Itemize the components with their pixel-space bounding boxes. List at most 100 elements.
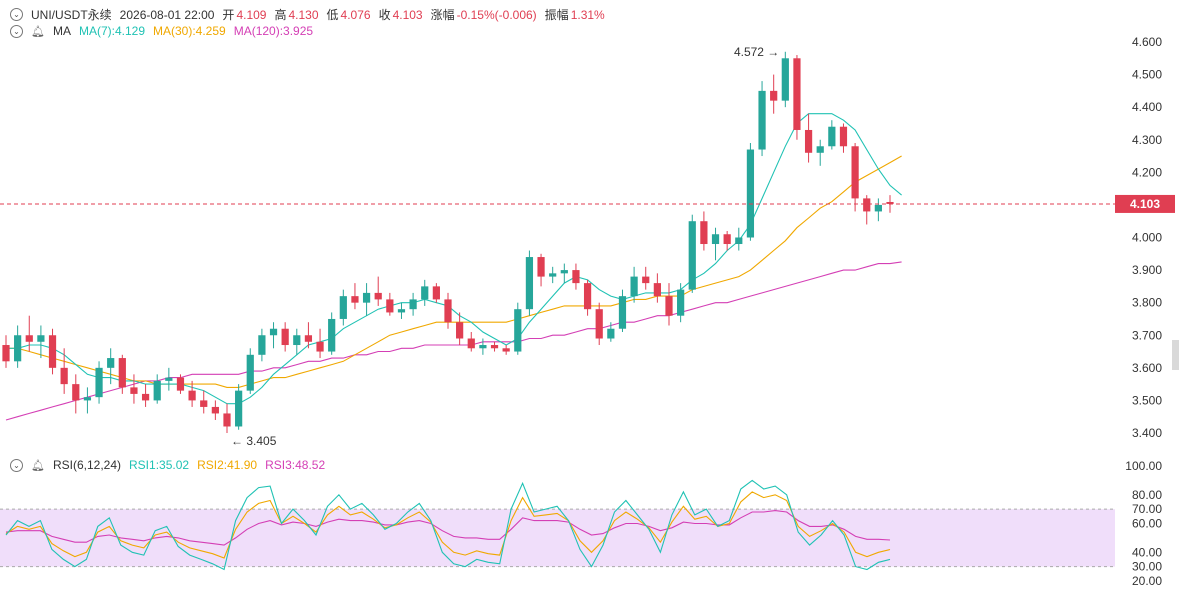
candle-body <box>223 413 231 427</box>
candle-body <box>444 299 452 323</box>
rsi-tick-label: 80.00 <box>1132 488 1162 502</box>
rsi-tick-label: 100.00 <box>1125 459 1162 473</box>
current-price-label: 4.103 <box>1130 197 1160 211</box>
symbol-label: UNI/USDT永续 <box>31 8 112 22</box>
ma7-value: MA(7):4.129 <box>78 24 145 38</box>
rsi3-value: RSI3:48.52 <box>265 458 326 472</box>
candle-body <box>642 276 650 284</box>
candle-body <box>60 367 68 385</box>
ma120-value: MA(120):3.925 <box>233 24 314 38</box>
candle-body <box>351 296 359 303</box>
candle-body <box>804 129 813 153</box>
panel-resize-handle[interactable] <box>1172 340 1179 370</box>
rsi1-line <box>5 479 891 571</box>
candle-body <box>456 322 464 339</box>
rsi-label[interactable]: RSI(6,12,24) <box>52 458 122 472</box>
chevron-down-icon[interactable]: ⌄ <box>10 458 23 472</box>
rsi-lines <box>5 479 891 571</box>
chevron-down-icon[interactable]: ⌄ <box>10 8 23 21</box>
candle-body <box>316 341 324 352</box>
candle-body <box>711 234 720 245</box>
rsi-tick-label: 20.00 <box>1132 574 1162 588</box>
rsi-legend: ⌄ 🔔︎ RSI(6,12,24) RSI1:35.02 RSI2:41.90 … <box>10 458 333 472</box>
amplitude-value: 1.31% <box>570 7 605 22</box>
candle-body <box>269 328 278 336</box>
open-value: 4.109 <box>236 7 267 22</box>
candle-body <box>374 292 382 300</box>
candle-body <box>607 328 615 339</box>
candle-body <box>293 335 301 346</box>
price-axis: 4.6004.5004.4004.3004.2004.1004.0003.900… <box>1132 35 1162 440</box>
ma30-line <box>6 155 902 388</box>
candle-body <box>595 309 603 339</box>
min-price-annotation: ← 3.405 <box>231 434 277 448</box>
candle-body <box>863 198 871 212</box>
high-value: 4.130 <box>288 7 319 22</box>
candle-body <box>770 90 778 101</box>
candle-body <box>409 299 417 310</box>
close-value: 4.103 <box>392 7 423 22</box>
candle-body <box>25 335 33 342</box>
ma-legend: ⌄ 🔔︎ MA MA(7):4.129 MA(30):4.259 MA(120)… <box>10 24 321 38</box>
candle-body <box>758 90 766 150</box>
rsi3-line <box>5 510 891 546</box>
overlays: 4.103 4.572 → ← 3.405 <box>0 45 1175 448</box>
candle-body <box>735 237 743 245</box>
rsi1-value: RSI1:35.02 <box>129 458 190 472</box>
candle-body <box>851 146 859 199</box>
candle-body <box>816 146 824 153</box>
candle-body <box>118 358 126 388</box>
candle-body <box>130 387 138 394</box>
candle-body <box>490 345 499 349</box>
candle-body <box>618 296 627 329</box>
price-tick-label: 4.200 <box>1132 165 1162 179</box>
price-tick-label: 4.300 <box>1132 133 1162 147</box>
ma7-line <box>6 113 902 405</box>
candle-body <box>107 358 115 368</box>
candle-body <box>630 276 638 297</box>
price-tick-label: 4.400 <box>1132 100 1162 114</box>
rsi-tick-label: 40.00 <box>1132 545 1162 559</box>
candle-body <box>746 149 755 238</box>
rsi-band-fill <box>0 509 1115 567</box>
price-tick-label: 3.600 <box>1132 361 1162 375</box>
bell-icon[interactable]: 🔔︎ <box>31 25 45 38</box>
candle-body <box>2 345 10 362</box>
rsi2-value: RSI2:41.90 <box>197 458 258 472</box>
price-tick-label: 4.000 <box>1132 231 1162 245</box>
open-label: 开 <box>222 8 235 22</box>
candle-body <box>467 338 475 349</box>
candle-body <box>362 292 371 303</box>
candle-body <box>176 377 185 391</box>
high-label: 高 <box>274 8 287 22</box>
candle-body <box>502 348 510 352</box>
ma120-line <box>5 261 902 421</box>
candle-body <box>793 58 801 130</box>
candle-body <box>246 354 254 391</box>
candle-body <box>653 283 661 297</box>
chevron-down-icon[interactable]: ⌄ <box>10 24 23 38</box>
ma30-value: MA(30):4.259 <box>153 24 226 38</box>
rsi-tick-label: 60.00 <box>1132 517 1162 531</box>
candle-body <box>688 221 696 290</box>
price-tick-label: 3.400 <box>1132 426 1162 440</box>
bell-icon[interactable]: 🔔︎ <box>31 459 45 472</box>
candle-body <box>886 201 894 204</box>
amplitude-label: 振幅 <box>544 8 569 22</box>
candle-body <box>83 397 92 401</box>
ma-label[interactable]: MA <box>52 24 71 38</box>
candle-body <box>432 286 440 300</box>
candle-body <box>828 126 836 147</box>
price-tick-label: 3.500 <box>1132 393 1162 407</box>
candle-body <box>549 273 557 277</box>
candle-body <box>95 367 103 398</box>
price-tick-label: 3.700 <box>1132 328 1162 342</box>
low-label: 低 <box>326 8 339 22</box>
candles <box>2 51 894 433</box>
rsi-tick-label: 70.00 <box>1132 502 1162 516</box>
candle-body <box>281 328 289 346</box>
candle-body <box>72 384 80 401</box>
candle-body <box>165 377 173 381</box>
